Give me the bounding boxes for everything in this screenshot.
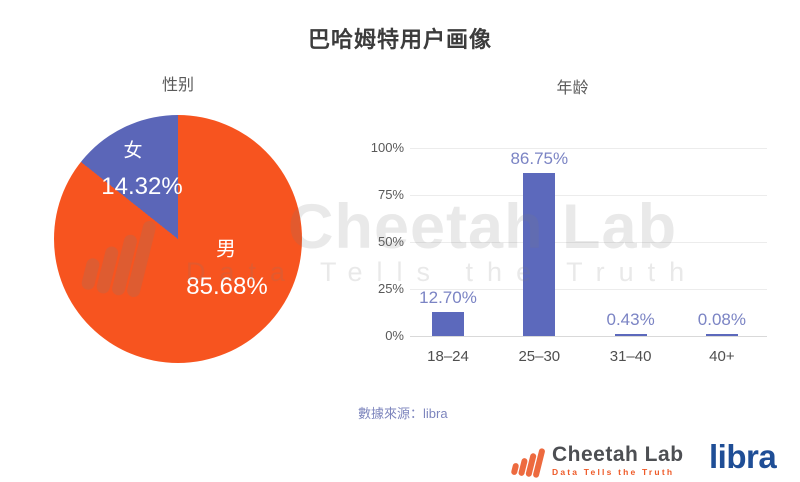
y-axis-tick-25%: 25%: [377, 281, 404, 296]
x-axis-label-31–40: 31–40: [609, 348, 652, 365]
gridline-75%: [410, 195, 767, 196]
age-section-label: 年龄: [556, 80, 589, 97]
bar-31–40: [614, 333, 647, 336]
data-source-note: 數據來源：libra: [358, 406, 448, 421]
y-axis-tick-50%: 50%: [377, 234, 404, 249]
gridline-0%: [410, 336, 767, 337]
bar-value-label-31–40: 0.43%: [606, 309, 655, 329]
y-axis-tick-100%: 100%: [370, 140, 404, 155]
gridline-50%: [410, 242, 767, 243]
bar-25–30: [523, 172, 556, 336]
bar-value-label-18–24: 12.70%: [419, 288, 477, 308]
cheetah-bars-logo-icon: [510, 446, 546, 479]
bar-40+: [705, 333, 738, 336]
y-axis-tick-75%: 75%: [377, 187, 404, 202]
gridline-25%: [410, 289, 767, 290]
bar-value-label-40+: 0.08%: [697, 309, 746, 329]
gender-pie-chart: 女 14.32% 男 85.68%: [54, 115, 302, 363]
libra-logo: libra: [709, 438, 777, 475]
page-title: 巴哈姆特用户画像: [307, 27, 492, 52]
x-axis-label-18–24: 18–24: [427, 348, 469, 365]
bar-18–24: [432, 312, 464, 336]
x-axis-label-25–30: 25–30: [518, 348, 561, 365]
bar-value-label-25–30: 86.75%: [510, 148, 569, 168]
x-axis-label-40+: 40+: [709, 348, 735, 365]
gender-section-label: 性别: [161, 77, 194, 94]
cheetah-lab-logo-name: Cheetah Lab: [552, 443, 684, 466]
pie-slice-label-male: 男: [216, 238, 236, 261]
pie-slice-label-female: 女: [123, 140, 143, 162]
age-bar-chart: 0% 25% 50% 75% 100% 12.70% 18–24 86.75% 25–30 0.4…: [360, 130, 775, 375]
pie-slice-value-male: 85.68%: [186, 273, 268, 300]
y-axis-tick-0%: 0%: [385, 328, 404, 343]
gridline-100%: [410, 148, 767, 149]
cheetah-lab-logo: Cheetah Lab Data Tells the Truth: [510, 443, 684, 479]
pie-slice-value-female: 14.32%: [101, 173, 183, 200]
cheetah-lab-logo-tagline: Data Tells the Truth: [552, 467, 675, 477]
